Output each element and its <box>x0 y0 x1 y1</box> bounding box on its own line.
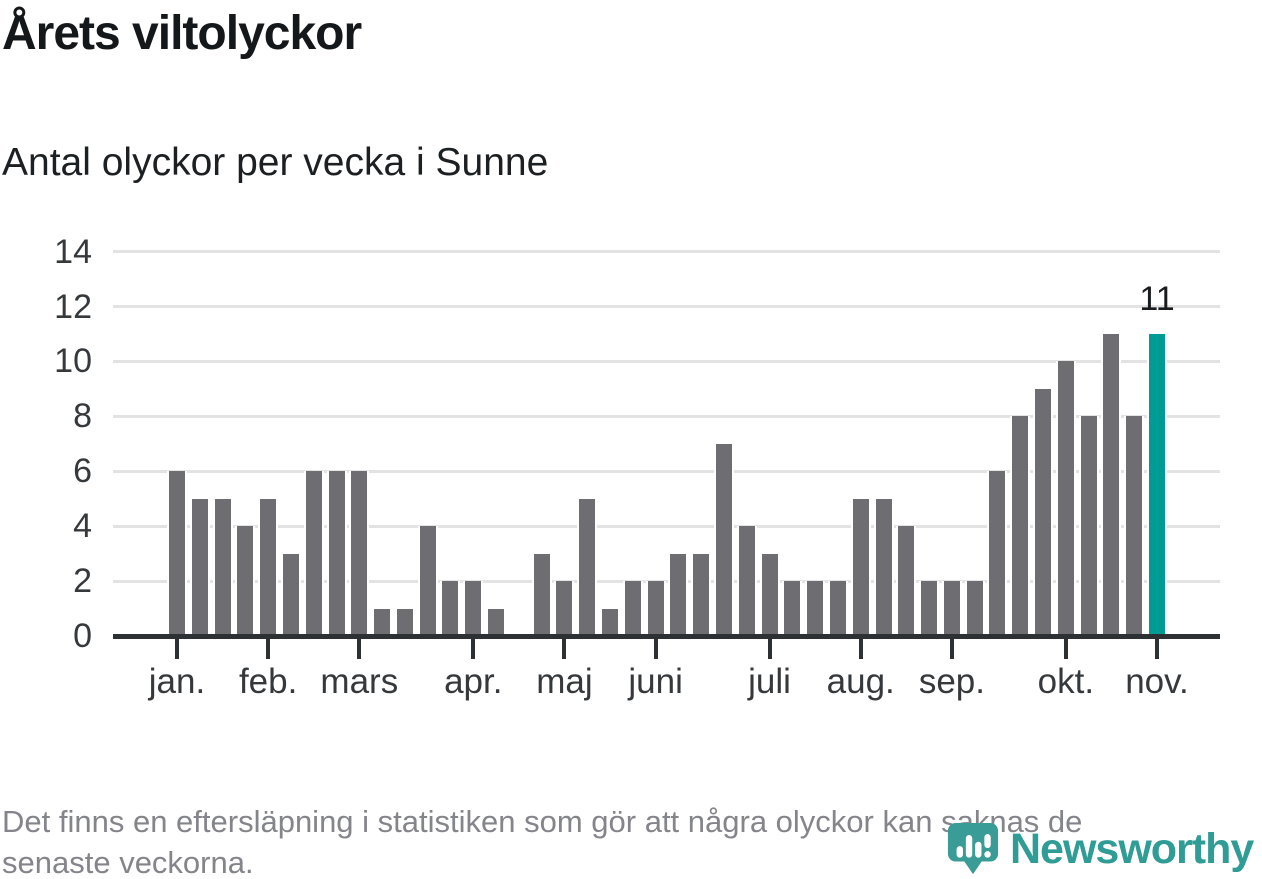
x-axis-tick-label: nov. <box>1125 662 1189 701</box>
y-axis-tick-label: 2 <box>73 562 92 601</box>
y-axis-tick-label: 12 <box>54 287 92 326</box>
bar <box>989 471 1006 636</box>
newsworthy-logo-text: Newsworthy <box>1010 824 1254 873</box>
gridline <box>113 305 1220 309</box>
bar <box>875 498 892 636</box>
page-title: Årets viltolyckor <box>2 7 362 60</box>
bar <box>738 526 755 636</box>
bar <box>921 581 938 636</box>
x-axis-tick-label: sep. <box>918 662 985 701</box>
x-axis-tick-mark <box>858 638 863 659</box>
chart-subtitle: Antal olyckor per vecka i Sunne <box>2 141 549 184</box>
x-axis-tick-label: okt. <box>1037 662 1095 701</box>
bar <box>419 526 436 636</box>
x-axis-tick-mark <box>653 638 658 659</box>
bar <box>374 608 391 636</box>
bar <box>465 581 482 636</box>
bar <box>260 498 277 636</box>
x-axis-tick-label: feb. <box>238 662 298 701</box>
y-axis-tick-label: 14 <box>54 232 92 271</box>
bar <box>852 498 869 636</box>
x-axis-tick-mark <box>471 638 476 659</box>
bar <box>761 553 778 636</box>
x-axis-tick-label: juli <box>748 662 791 701</box>
bar <box>282 553 299 636</box>
bar <box>715 443 732 636</box>
bar <box>1035 388 1052 636</box>
bar <box>1126 416 1143 636</box>
gridline <box>113 524 1220 528</box>
x-axis-tick-mark <box>562 638 567 659</box>
x-axis-tick-label: jan. <box>148 662 206 701</box>
x-axis-line <box>113 633 1220 639</box>
bar <box>966 581 983 636</box>
x-axis-tick-mark <box>357 638 362 659</box>
bar <box>351 471 368 636</box>
x-axis-tick-label: aug. <box>826 662 895 701</box>
footnote-line-2: senaste veckorna. <box>2 845 254 879</box>
gridline <box>113 469 1220 473</box>
bar <box>237 526 254 636</box>
y-axis-tick-label: 10 <box>54 342 92 381</box>
gridline <box>113 414 1220 418</box>
bar <box>328 471 345 636</box>
bar <box>898 526 915 636</box>
bar <box>191 498 208 636</box>
bar <box>647 581 664 636</box>
bar <box>784 581 801 636</box>
bar <box>533 553 550 636</box>
bar <box>214 498 231 636</box>
bar <box>556 581 573 636</box>
y-axis-tick-label: 8 <box>73 397 92 436</box>
bar <box>943 581 960 636</box>
bar <box>807 581 824 636</box>
x-axis-tick-label: apr. <box>444 662 503 701</box>
bar <box>305 471 322 636</box>
x-axis-tick-mark <box>175 638 179 659</box>
newsworthy-logo: Newsworthy <box>946 820 1254 878</box>
bar <box>1080 416 1097 636</box>
bar <box>1012 416 1029 636</box>
bar <box>169 471 185 636</box>
bar <box>396 608 413 636</box>
x-axis-tick-mark <box>1155 638 1159 659</box>
bar <box>1057 361 1074 636</box>
bar <box>442 581 459 636</box>
x-axis-tick-mark <box>266 638 271 659</box>
bar <box>1103 334 1120 636</box>
bar <box>579 498 596 636</box>
bar <box>829 581 846 636</box>
bar-chart-plot-area: 0 2 4 6 8 10 12 14 jan. feb. mars apr. maj juni juli au… <box>54 232 1220 701</box>
footnote-line-1: Det finns en eftersläpning i statistiken… <box>2 804 1083 839</box>
bar <box>693 553 710 636</box>
bar <box>488 608 505 636</box>
x-axis-tick-label: juni <box>628 662 683 701</box>
footnote: Det finns en eftersläpning i statistiken… <box>2 801 1252 879</box>
y-axis-tick-label: 4 <box>73 507 92 546</box>
highlighted-bar-value-label: 11 <box>1139 280 1175 319</box>
bar <box>624 581 641 636</box>
gridline <box>113 250 1220 254</box>
y-axis-tick-label: 0 <box>73 617 92 655</box>
x-axis-tick-mark <box>767 638 772 659</box>
gridline <box>113 359 1220 363</box>
x-axis-tick-label: mars <box>320 662 399 701</box>
gridline <box>113 579 1220 583</box>
bar <box>670 553 687 636</box>
x-axis-tick-label: maj <box>536 662 593 701</box>
x-axis-tick-mark <box>1063 638 1068 659</box>
bar <box>602 608 619 636</box>
newsworthy-logo-icon <box>947 822 999 875</box>
highlighted-bar <box>1149 334 1165 636</box>
y-axis-tick-label: 6 <box>73 452 92 491</box>
x-axis-tick-mark <box>949 638 954 659</box>
